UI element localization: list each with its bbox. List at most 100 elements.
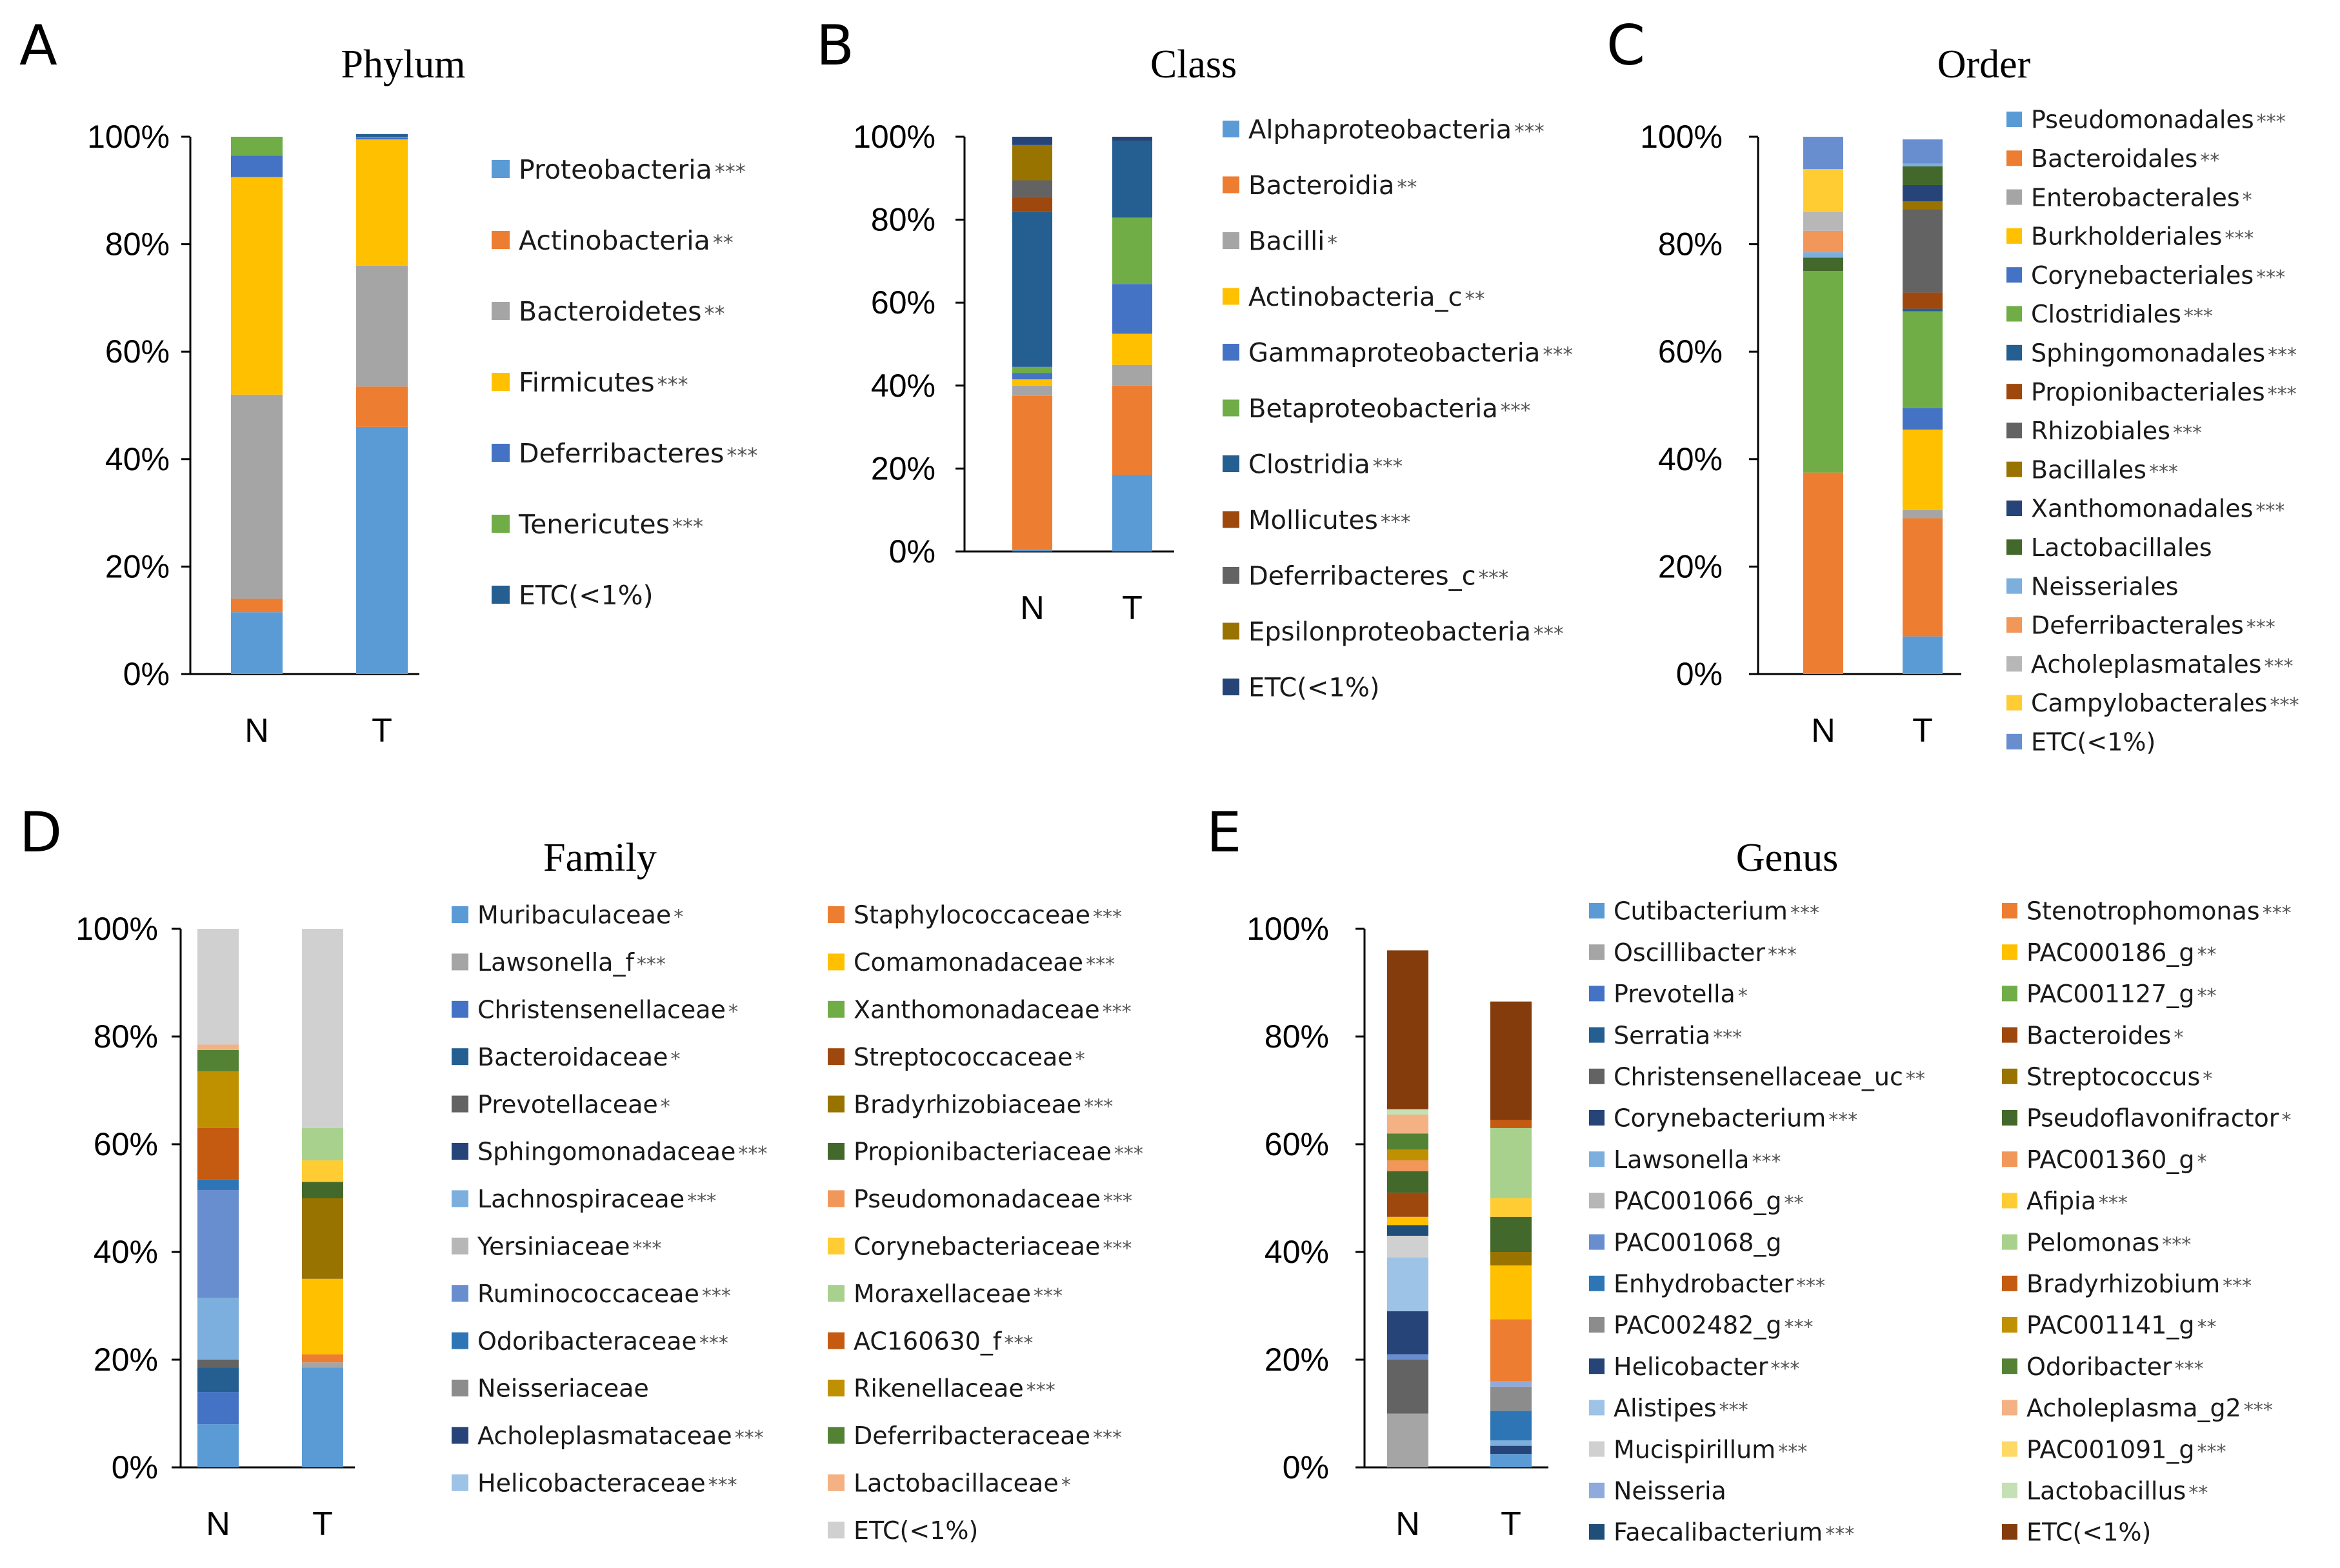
- legend-series-name: Ruminococcaceae: [477, 1280, 699, 1308]
- legend-series-name: Lactobacillus: [2026, 1476, 2186, 1505]
- legend-label: Comamonadaceae ***: [854, 948, 1115, 977]
- legend-significance: ***: [1825, 1523, 1854, 1546]
- legend-significance: *: [661, 1095, 670, 1118]
- legend-swatch: [452, 1380, 468, 1396]
- legend-label: Deferribacteres ***: [519, 438, 757, 469]
- legend-series-name: Oscillibacter: [1614, 938, 1765, 967]
- legend-swatch: [1589, 1110, 1605, 1126]
- legend-series-name: Corynebacterium: [1614, 1104, 1826, 1133]
- legend-significance: ***: [2244, 1399, 2273, 1422]
- legend-swatch: [1223, 399, 1239, 417]
- bar-segment-n-etc-1-: [1803, 137, 1843, 169]
- legend-series-name: Proteobacteria: [519, 154, 712, 185]
- bar-segment-n-christensenellaceae: [197, 1392, 239, 1425]
- legend-significance: ***: [1103, 1190, 1132, 1213]
- legend-swatch: [452, 906, 468, 923]
- legend-series-name: Acholeplasma_g2: [2026, 1394, 2241, 1422]
- legend-significance: ***: [2197, 1440, 2226, 1463]
- y-tick-label: 80%: [1658, 226, 1723, 263]
- bar-segment-n-acholeplasma-g2: [1387, 1115, 1428, 1134]
- legend-series-name: Bacteroidaceae: [477, 1043, 668, 1071]
- legend-label: Xanthomonadaceae ***: [854, 995, 1132, 1024]
- legend-significance: ***: [2255, 500, 2285, 522]
- legend-significance: ***: [1479, 566, 1509, 590]
- legend-significance: **: [2197, 1316, 2217, 1339]
- legend-significance: ***: [2263, 902, 2292, 925]
- legend-swatch: [1589, 1317, 1605, 1333]
- legend-series-name: Moraxellaceae: [854, 1280, 1031, 1308]
- bar-segment-n-etc-1-: [197, 929, 239, 1045]
- legend-label: Streptococcus *: [2026, 1062, 2212, 1091]
- bar-segment-n-ac160630-f: [197, 1127, 239, 1180]
- legend-significance: ***: [1093, 906, 1122, 929]
- bar-segment-t-pseudomonadales: [1903, 636, 1943, 674]
- y-tick-label: 20%: [871, 450, 935, 486]
- bar-segment-t-propionibacteriaceae: [302, 1182, 343, 1198]
- legend-significance: ***: [2256, 266, 2285, 289]
- legend-significance: ***: [1768, 944, 1797, 966]
- legend-series-name: Betaproteobacteria: [1248, 394, 1498, 424]
- bar-segment-t-bradyrhizobium: [1490, 1120, 1532, 1128]
- bar-segment-n-deferribacterales: [1803, 230, 1843, 253]
- legend-swatch: [2006, 461, 2022, 477]
- legend-swatch: [452, 953, 468, 971]
- y-tick-label: 0%: [1283, 1449, 1329, 1485]
- bar-segment-t-neisseriales: [1903, 163, 1943, 166]
- y-tick-label: 60%: [1265, 1126, 1329, 1162]
- legend-significance: ***: [2270, 694, 2299, 717]
- y-tick-label: 20%: [1658, 548, 1723, 584]
- legend-swatch: [1223, 232, 1239, 249]
- legend-series-name: Mucispirillum: [1614, 1435, 1775, 1464]
- bar-segment-t-enhydrobacter: [1490, 1411, 1532, 1441]
- legend-significance: ***: [1501, 399, 1531, 422]
- legend-label: Helicobacteraceae ***: [477, 1469, 737, 1497]
- legend-series-name: PAC001066_g: [1614, 1187, 1782, 1215]
- y-tick-label: 100%: [75, 911, 158, 947]
- bar-segment-n-prevotellaceae: [197, 1360, 239, 1368]
- legend-significance: ***: [1114, 1143, 1143, 1166]
- bar-segment-t-muribaculaceae: [302, 1367, 343, 1467]
- y-tick-label: 40%: [105, 441, 170, 477]
- legend-series-name: Odoribacteraceae: [477, 1327, 697, 1355]
- bar-segment-t-etc-1-: [1490, 1001, 1532, 1120]
- legend-label: Lawsonella_f ***: [477, 948, 666, 977]
- legend-series-name: AC160630_f: [854, 1327, 1003, 1355]
- legend-series-name: Prevotella: [1614, 980, 1735, 1008]
- legend-significance: ***: [1093, 1427, 1122, 1449]
- bar-segment-t-clostridiales: [1903, 311, 1943, 408]
- bar-segment-t-enterobacterales: [1903, 510, 1943, 519]
- bar-segment-n-gammaproteobacteria: [1012, 373, 1052, 380]
- legend-significance: *: [2203, 1067, 2212, 1090]
- legend-swatch: [828, 1427, 845, 1444]
- legend-label: Actinobacteria **: [519, 225, 734, 256]
- legend-label: Sphingomonadaceae ***: [477, 1138, 767, 1166]
- legend-label: Helicobacter ***: [1614, 1353, 1799, 1381]
- x-category-label: N: [1395, 1505, 1420, 1543]
- bar-segment-t-pac000186-g: [1490, 1265, 1532, 1320]
- legend-series-name: Comamonadaceae: [854, 948, 1083, 977]
- x-category-label: T: [372, 712, 392, 749]
- legend-swatch: [828, 1380, 845, 1396]
- legend-series-name: Streptococcus: [2026, 1062, 2200, 1091]
- bar-segment-n-bacteroidales: [1803, 472, 1843, 674]
- legend-series-name: Acholeplasmataceae: [477, 1422, 732, 1450]
- legend-swatch: [2002, 1482, 2017, 1498]
- legend-label: Corynebacteriales ***: [2031, 261, 2285, 290]
- bar-segment-t-etc-1-: [302, 929, 343, 1128]
- legend-label: Faecalibacterium ***: [1614, 1518, 1854, 1547]
- y-tick-label: 0%: [123, 656, 170, 692]
- bar-segment-t-pelomonas: [1490, 1127, 1532, 1198]
- legend-series-name: Lactobacillaceae: [854, 1469, 1059, 1497]
- legend-series-name: Faecalibacterium: [1614, 1518, 1823, 1547]
- legend-label: PAC001141_g **: [2026, 1311, 2217, 1340]
- legend-swatch: [1223, 511, 1239, 528]
- legend-significance: ***: [2268, 383, 2297, 406]
- legend-label: Lactobacillaceae *: [854, 1469, 1071, 1497]
- legend-label: Staphylococcaceae ***: [854, 901, 1122, 929]
- legend-label: PAC001091_g ***: [2026, 1435, 2226, 1464]
- legend-series-name: Actinobacteria: [519, 225, 710, 256]
- legend-significance: **: [1465, 288, 1485, 311]
- legend-series-name: Alistipes: [1614, 1394, 1717, 1422]
- legend-significance: ***: [2173, 422, 2202, 444]
- bar-segment-t-alphaproteobacteria: [1112, 475, 1152, 551]
